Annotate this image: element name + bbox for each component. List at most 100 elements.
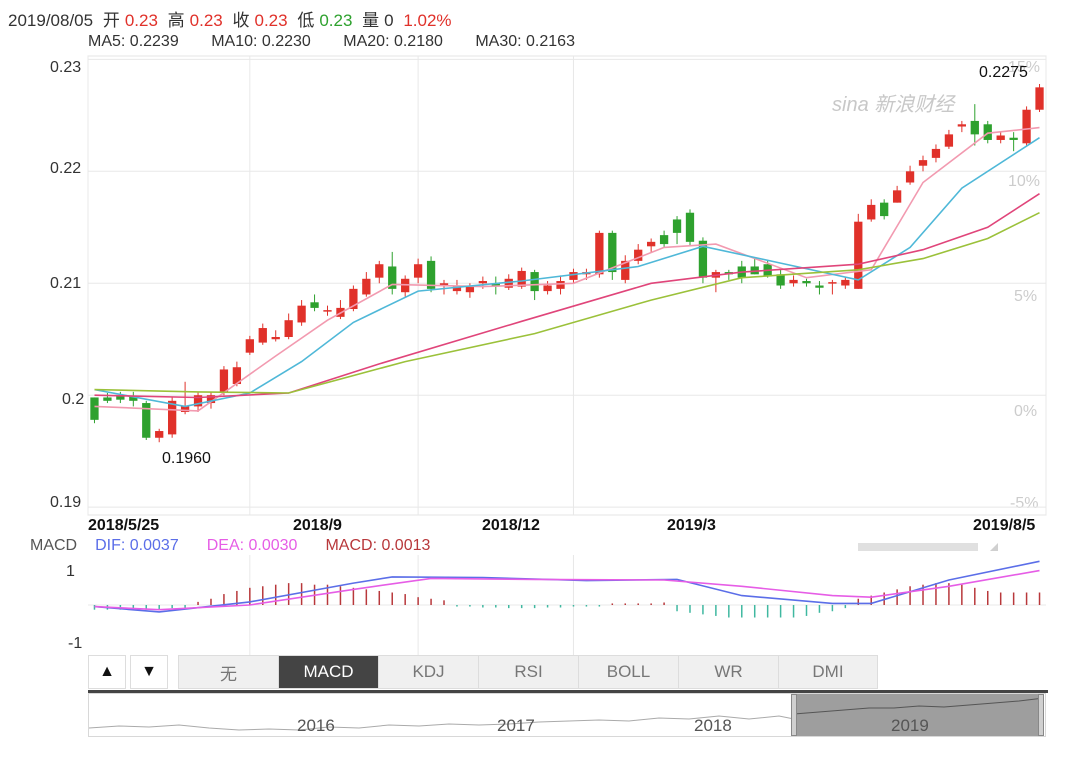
candle-body [245,339,254,353]
candle-body [892,190,902,203]
ma30-legend: MA30: 0.2163 [475,33,575,50]
candle-body [297,305,306,323]
candle-body [685,212,695,242]
candle-body [776,274,785,286]
candle-body [517,270,526,287]
macd-tick: -1 [68,635,83,652]
ma-line-ma20 [94,193,1040,399]
pan-up-button[interactable]: ▲ [88,655,126,689]
candle-body [206,395,216,404]
candle-body [323,310,332,312]
candle-body [375,264,384,278]
close-value: 0.23 [254,11,288,30]
sina-watermark: sina 新浪财经 [832,94,955,116]
tab-macd[interactable]: MACD [278,655,378,689]
candle-body [828,282,837,284]
macd-legend: MACD DIF: 0.0037 DEA: 0.0030 MACD: 0.0013 [30,537,448,555]
volume-label: 量 [362,11,380,30]
candle-body [672,219,682,233]
macd-chart [88,555,1046,655]
candle-body [426,260,436,289]
ma-legend: MA5: 0.2239 MA10: 0.2230 MA20: 0.2180 MA… [88,33,603,51]
indicator-tabs: ▲ ▼ 无 MACD KDJ RSI BOLL WR DMI [88,655,878,691]
candle-body [530,272,539,292]
candle-body [789,279,798,284]
candle-body [815,285,824,288]
candle-body [142,403,151,438]
candle-body [556,281,565,289]
open-label: 开 [102,11,120,30]
ma-line-ma10 [94,137,1040,408]
tab-dmi[interactable]: DMI [778,655,878,689]
date-tick: 2019/8/5 [973,517,1036,534]
navigator-right-handle[interactable] [1038,694,1044,736]
high-value: 0.23 [189,11,223,30]
price-tick: 0.21 [50,275,82,292]
pct-tick: 15% [1008,59,1041,76]
quote-date: 2019/08/05 [8,11,94,30]
candle-body [465,286,475,293]
tab-wr[interactable]: WR [678,655,778,689]
date-tick: 2018/12 [482,517,540,534]
tab-none[interactable]: 无 [178,655,278,689]
dif-legend: DIF: 0.0037 [95,537,179,554]
pan-down-button[interactable]: ▼ [130,655,168,689]
navigator-window[interactable] [793,694,1045,736]
candle-body [349,288,358,310]
candle-body [854,221,863,289]
candle-body [452,286,462,292]
candle-body [841,279,850,286]
ma10-legend: MA10: 0.2230 [211,33,311,50]
price-tick: 0.2 [62,391,85,408]
candle-body [802,281,811,284]
candle-body [232,367,242,385]
tab-kdj[interactable]: KDJ [378,655,478,689]
triangle-up-icon: ▲ [99,663,115,680]
dea-line [94,569,1040,611]
macd-value-legend: MACD: 0.0013 [325,537,431,554]
candle-body [103,397,112,401]
nav-year-label: 2017 [497,716,535,735]
ma5-legend: MA5: 0.2239 [88,33,179,50]
tab-underline [88,690,1048,693]
candle-body [478,281,487,284]
dotted-strip [858,543,978,551]
candle-body [116,395,125,400]
window-overview [793,697,1045,715]
low-annotation: 0.1960 [162,450,211,467]
timeline-navigator[interactable]: 2016 2017 2018 2019 [88,693,1046,737]
pct-tick: 5% [1014,288,1038,305]
low-label: 低 [297,11,315,30]
dif-line [94,560,1040,613]
candle-body [439,283,449,286]
candle-body [983,124,992,140]
tab-rsi[interactable]: RSI [478,655,578,689]
candle-body [595,232,604,275]
pager-up-icon [990,543,998,551]
candle-body [90,397,99,420]
date-tick: 2018/5/25 [88,517,160,534]
candle-body [491,283,500,286]
candle-body [880,202,889,217]
price-tick: 0.22 [50,160,82,177]
candle-body [193,395,203,407]
candle-body [168,400,177,435]
navigator-left-handle[interactable] [791,694,797,736]
candle-body [970,120,979,135]
candle-body [647,241,656,247]
candle-body [634,249,643,261]
candle-body [918,160,928,166]
ma-line-ma5 [94,126,1040,412]
candle-body [659,235,669,245]
candle-body [1009,137,1018,140]
candlestick-chart [87,55,1047,516]
tab-boll[interactable]: BOLL [578,655,678,689]
candle-body [867,204,876,220]
navigator-overview [89,715,795,731]
candle-body [388,266,397,289]
candle-body [608,232,617,273]
change-pct: 1.02% [403,11,452,30]
candle-body [258,328,267,343]
candle-body [310,302,319,308]
